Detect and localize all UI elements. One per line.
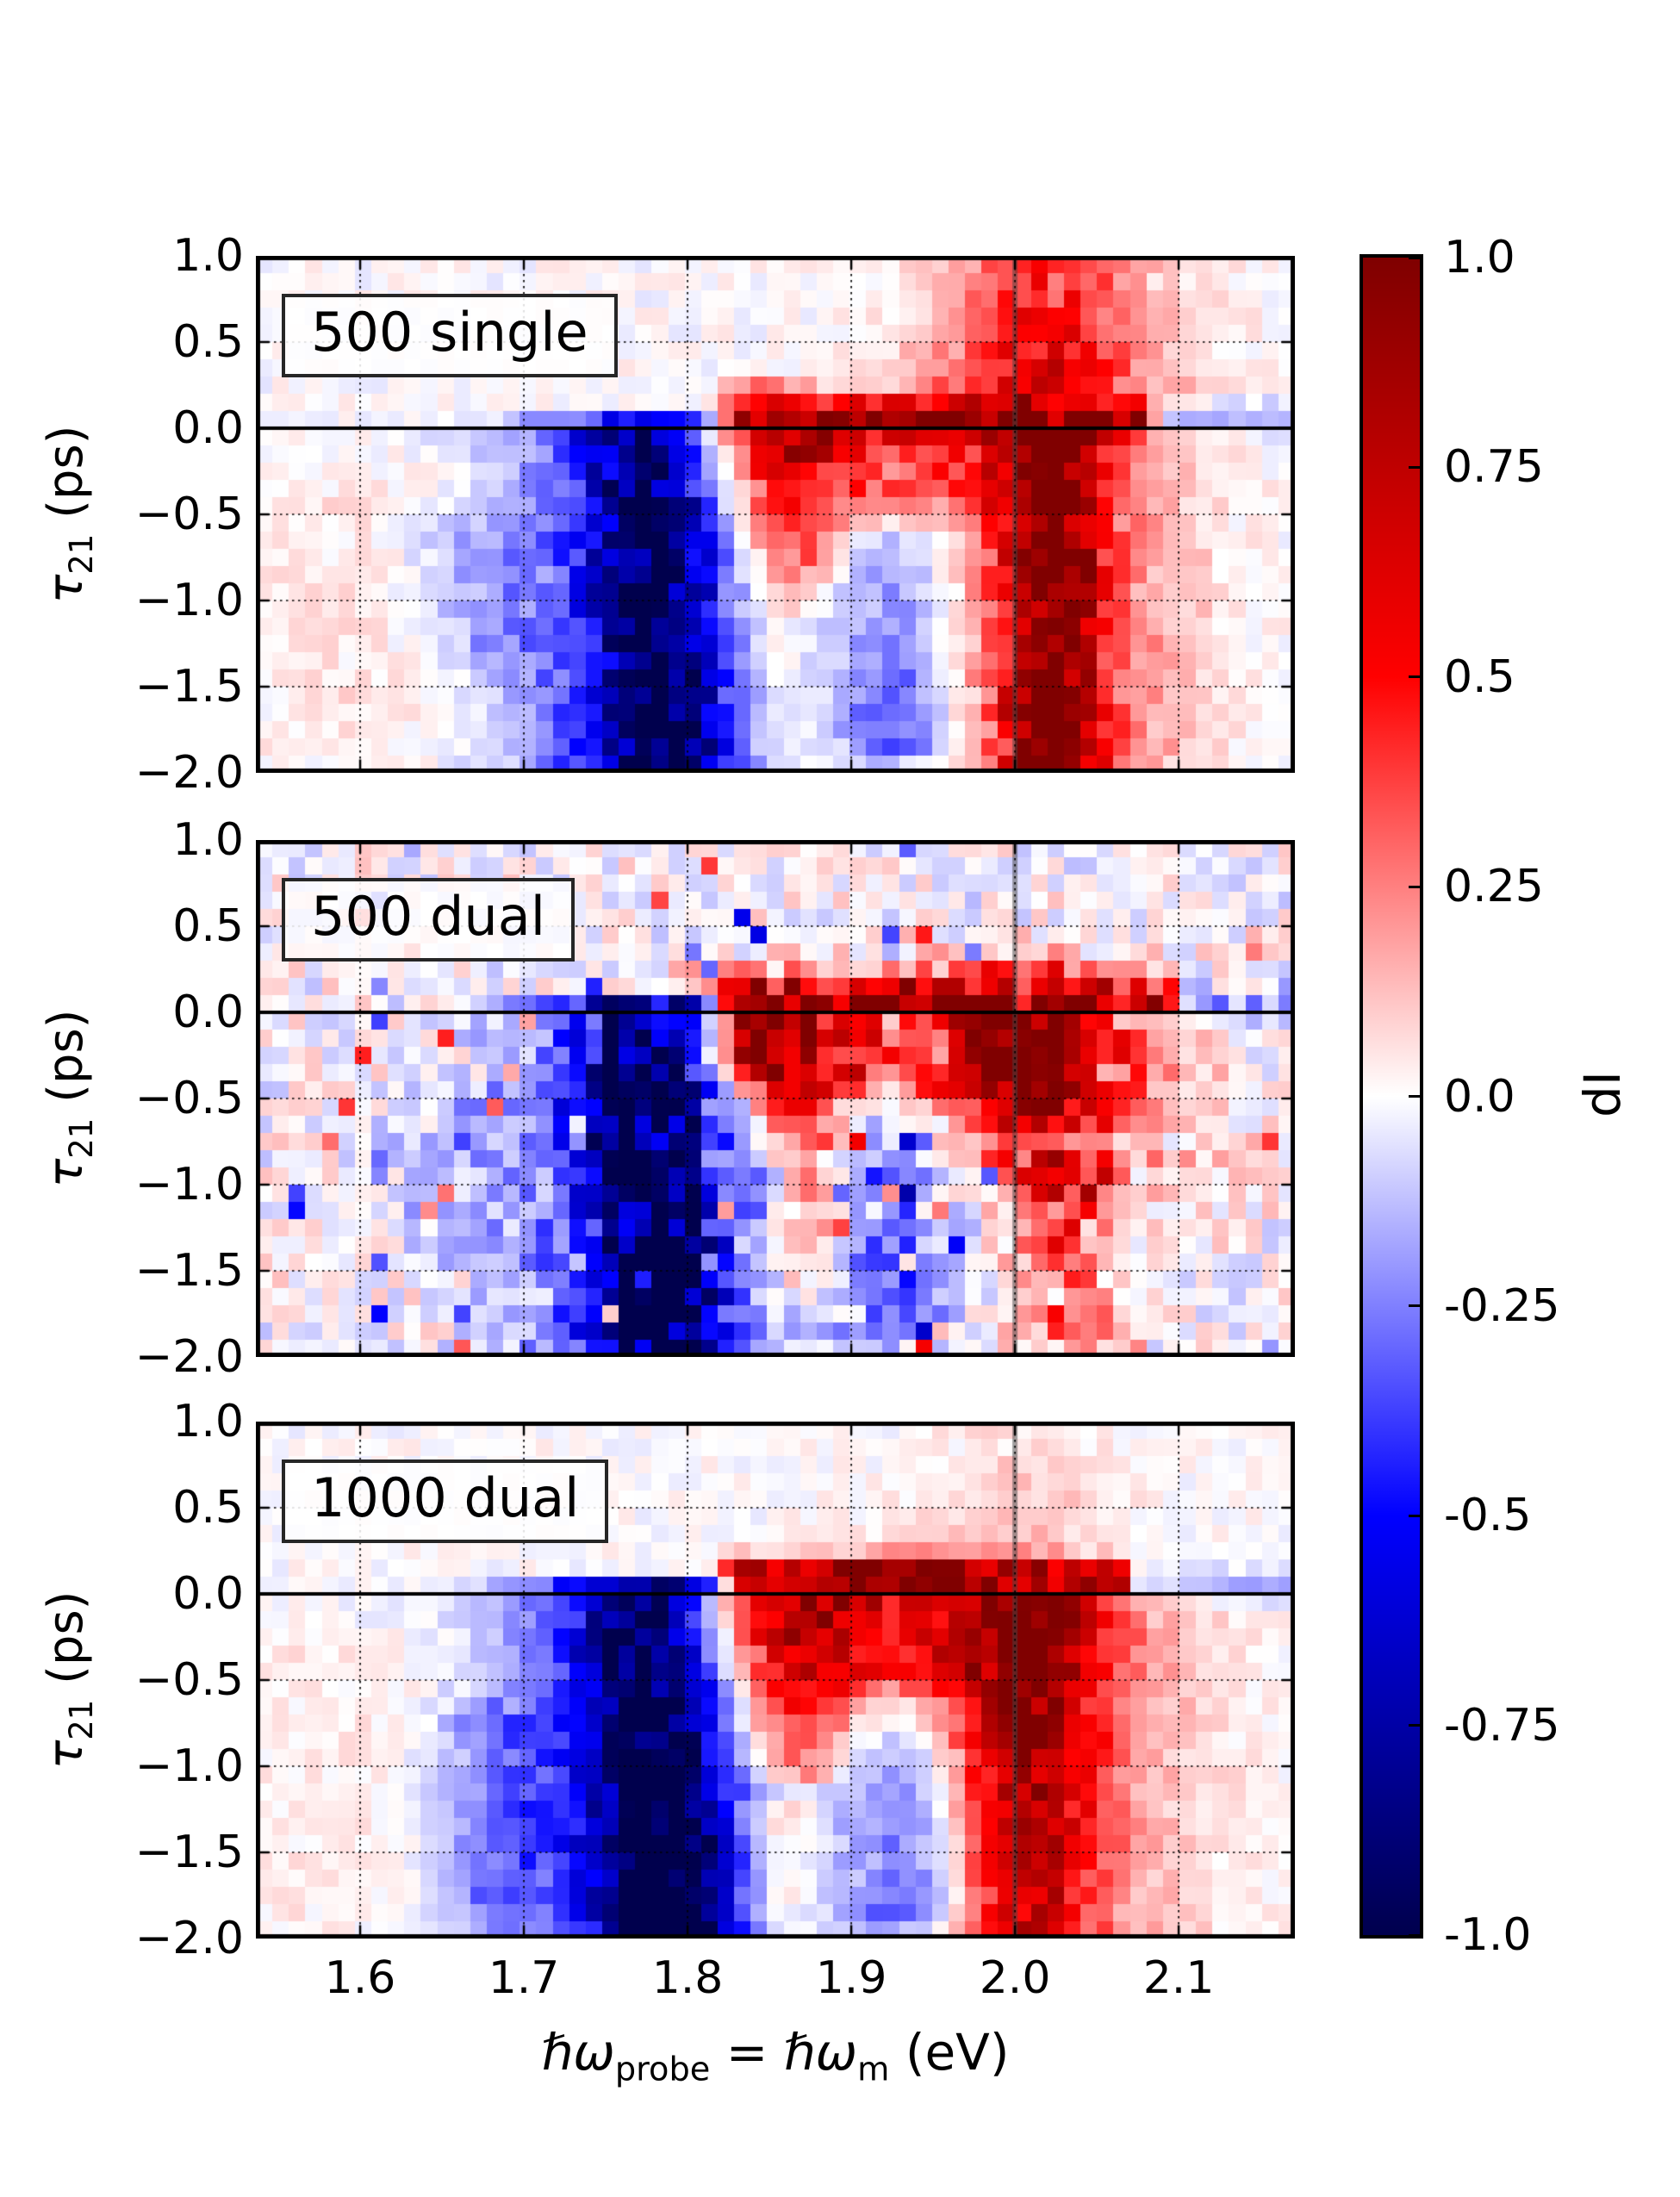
colorbar-tick-label-0.25: 0.25 [1444,861,1544,913]
y-axis-label-panel-3: τ21 (ps) [38,1591,100,1770]
colorbar-tick-label-1.0: 1.0 [1444,232,1515,283]
y-tick-label-p1-−1.0: −1.0 [134,575,244,626]
colorbar-tick-label-0.5: 0.5 [1444,650,1515,703]
colorbar-tick-0.75 [1409,465,1420,469]
m-subscript: m [857,2050,890,2089]
y-tick-label-p1-−0.5: −0.5 [134,489,244,540]
colorbar-tick-1.0 [1409,256,1420,259]
y-tick-label-p2-0.5: 0.5 [172,900,244,952]
y-tick-label-p1-−2.0: −2.0 [134,747,244,799]
colorbar-tick-label-0.0: 0.0 [1444,1070,1515,1123]
y-tick-label-p2-−0.5: −0.5 [134,1073,244,1124]
x-tick-label-1.7: 1.7 [488,1952,560,2004]
tau-symbol: τ [37,574,94,604]
tau-subscript: 21 [63,533,101,575]
x-axis-label: ℏωprobe = ℏωm (eV) [542,2023,1010,2089]
y-tick-label-p2-0.0: 0.0 [172,986,244,1038]
heatmap-panel-1000-dual: 1000 dual [256,1422,1295,1939]
panel-label-text: 500 dual [311,885,545,948]
colorbar [1360,254,1423,1939]
y-tick-label-p3-−1.0: −1.0 [134,1740,244,1792]
y-axis-unit: (ps) [37,1590,94,1700]
panel-label-500-dual: 500 dual [282,878,575,962]
colorbar-tick--0.5 [1409,1514,1420,1517]
colorbar-tick-label--1.0: -1.0 [1444,1909,1532,1961]
hbar-omega-probe: ℏω [541,2023,615,2082]
y-tick-label-p2-−1.5: −1.5 [134,1245,244,1297]
y-axis-label-panel-1: τ21 (ps) [38,426,100,604]
panel-label-1000-dual: 1000 dual [282,1459,609,1544]
y-tick-label-p2-−1.0: −1.0 [134,1159,244,1211]
tau-symbol: τ [37,1740,94,1770]
tau-subscript: 21 [63,1699,101,1740]
colorbar-tick--1.0 [1409,1933,1420,1937]
tau-subscript: 21 [63,1117,101,1159]
y-tick-label-p3-−0.5: −0.5 [134,1654,244,1706]
colorbar-label: dI [1573,1071,1632,1117]
y-tick-label-p1-0.5: 0.5 [172,316,244,368]
heatmap-panel-500-dual: 500 dual [256,840,1295,1357]
y-tick-label-p1-0.0: 0.0 [172,402,244,454]
colorbar-tick-0.25 [1409,885,1420,888]
colorbar-tick-label--0.5: -0.5 [1444,1490,1532,1542]
x-tick-label-2.1: 2.1 [1142,1952,1215,2004]
y-tick-label-p3-0.5: 0.5 [172,1482,244,1534]
y-axis-unit: (ps) [37,1009,94,1118]
y-tick-label-p1-1.0: 1.0 [172,230,244,282]
colorbar-tick-label--0.25: -0.25 [1444,1279,1560,1332]
y-tick-label-p2-−2.0: −2.0 [134,1331,244,1383]
hbar-omega-m: ℏω [783,2023,858,2082]
panel-label-text: 1000 dual [311,1466,580,1529]
y-tick-label-p3-−1.5: −1.5 [134,1827,244,1878]
colorbar-tick--0.75 [1409,1724,1420,1727]
equals-sign: = [710,2023,784,2082]
x-tick-label-1.9: 1.9 [815,1952,887,2004]
x-tick-label-1.8: 1.8 [651,1952,724,2004]
x-tick-label-1.6: 1.6 [324,1952,396,2004]
probe-subscript: probe [614,2050,711,2089]
y-axis-label-panel-2: τ21 (ps) [38,1010,100,1188]
panel-label-500-single: 500 single [282,294,618,378]
y-tick-label-p3-1.0: 1.0 [172,1396,244,1447]
panel-label-text: 500 single [311,301,588,364]
colorbar-tick-0.5 [1409,675,1420,679]
y-axis-unit: (ps) [37,425,94,534]
x-axis-unit: (eV) [889,2023,1010,2082]
tau-symbol: τ [37,1158,94,1188]
colorbar-tick-label--0.75: -0.75 [1444,1699,1560,1752]
colorbar-tick-label-0.75: 0.75 [1444,441,1544,494]
y-tick-label-p1-−1.5: −1.5 [134,661,244,713]
heatmap-panel-500-single: 500 single [256,256,1295,773]
colorbar-tick--0.25 [1409,1304,1420,1308]
y-tick-label-p2-1.0: 1.0 [172,814,244,866]
x-tick-label-2.0: 2.0 [979,1952,1051,2004]
y-tick-label-p3-−2.0: −2.0 [134,1913,244,1964]
colorbar-tick-0.0 [1409,1095,1420,1098]
y-tick-label-p3-0.0: 0.0 [172,1568,244,1620]
